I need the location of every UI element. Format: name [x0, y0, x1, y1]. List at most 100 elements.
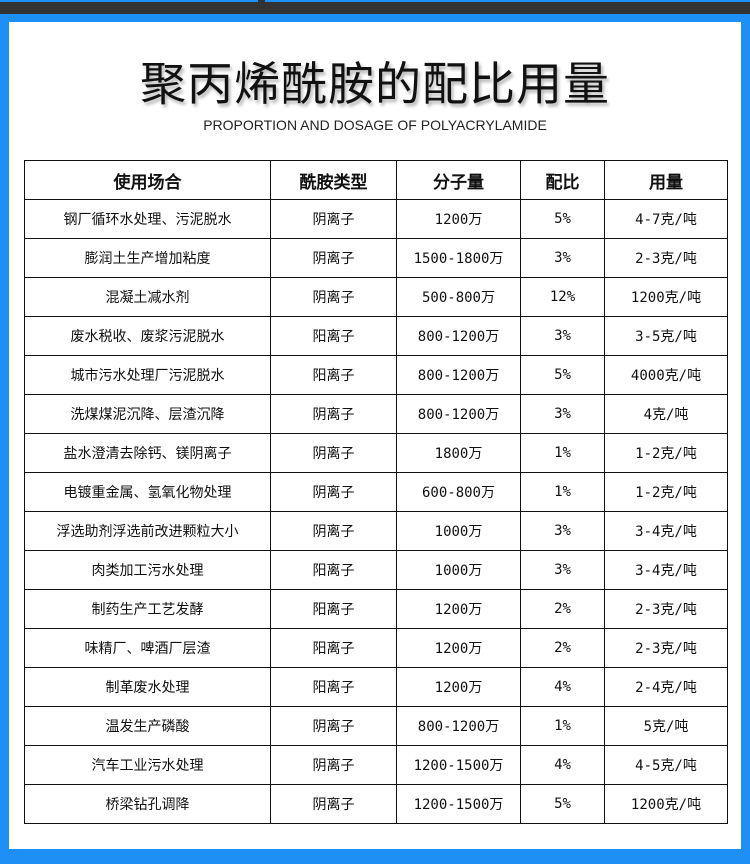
molecular-weight-cell: 800-1200万	[396, 316, 521, 356]
column-header: 分子量	[396, 160, 521, 200]
dosage-cell: 2-3克/吨	[604, 628, 728, 668]
type-cell: 阴离子	[270, 472, 397, 512]
type-cell: 阴离子	[270, 784, 397, 824]
table-row: 浮选助剂浮选前改进颗粒大小 阴离子 1000万 3% 3-4克/吨	[24, 511, 728, 551]
usage-cell: 温发生产磷酸	[24, 706, 271, 746]
usage-cell: 汽车工业污水处理	[24, 745, 271, 785]
type-cell: 阳离子	[270, 355, 397, 395]
usage-cell: 洗煤煤泥沉降、层渣沉降	[24, 394, 271, 434]
type-cell: 阴离子	[270, 706, 397, 746]
table-row: 制革废水处理 阳离子 1200万 4% 2-4克/吨	[24, 667, 728, 707]
table-row: 城市污水处理厂污泥脱水 阳离子 800-1200万 5% 4000克/吨	[24, 355, 728, 395]
ratio-cell: 3%	[520, 316, 605, 356]
type-cell: 阴离子	[270, 277, 397, 317]
ratio-cell: 1%	[520, 472, 605, 512]
type-cell: 阳离子	[270, 589, 397, 629]
usage-cell: 电镀重金属、氢氧化物处理	[24, 472, 271, 512]
ratio-cell: 12%	[520, 277, 605, 317]
dosage-cell: 1200克/吨	[604, 277, 728, 317]
ratio-cell: 5%	[520, 784, 605, 824]
table-row: 电镀重金属、氢氧化物处理 阴离子 600-800万 1% 1-2克/吨	[24, 472, 728, 512]
molecular-weight-cell: 1200万	[396, 589, 521, 629]
dosage-cell: 2-4克/吨	[604, 667, 728, 707]
ratio-cell: 4%	[520, 745, 605, 785]
molecular-weight-cell: 1200万	[396, 667, 521, 707]
usage-cell: 混凝土减水剂	[24, 277, 271, 317]
table-header-row: 使用场合 酰胺类型 分子量 配比 用量	[24, 160, 728, 200]
top-bar-segment	[0, 0, 258, 2]
top-bar-segment	[265, 0, 750, 2]
usage-cell: 膨润土生产增加粘度	[24, 238, 271, 278]
dosage-cell: 4克/吨	[604, 394, 728, 434]
table-row: 盐水澄清去除钙、镁阴离子 阴离子 1800万 1% 1-2克/吨	[24, 433, 728, 473]
usage-cell: 盐水澄清去除钙、镁阴离子	[24, 433, 271, 473]
dosage-cell: 2-3克/吨	[604, 589, 728, 629]
dosage-cell: 4-5克/吨	[604, 745, 728, 785]
column-header: 用量	[604, 160, 728, 200]
usage-cell: 钢厂循环水处理、污泥脱水	[24, 199, 271, 239]
table-row: 味精厂、啤酒厂层渣 阳离子 1200万 2% 2-3克/吨	[24, 628, 728, 668]
molecular-weight-cell: 600-800万	[396, 472, 521, 512]
column-header: 酰胺类型	[270, 160, 397, 200]
dosage-cell: 3-4克/吨	[604, 550, 728, 590]
usage-cell: 浮选助剂浮选前改进颗粒大小	[24, 511, 271, 551]
usage-cell: 制药生产工艺发酵	[24, 589, 271, 629]
column-header: 使用场合	[24, 160, 271, 200]
table-row: 汽车工业污水处理 阴离子 1200-1500万 4% 4-5克/吨	[24, 745, 728, 785]
ratio-cell: 3%	[520, 238, 605, 278]
molecular-weight-cell: 800-1200万	[396, 706, 521, 746]
molecular-weight-cell: 500-800万	[396, 277, 521, 317]
table-row: 制药生产工艺发酵 阳离子 1200万 2% 2-3克/吨	[24, 589, 728, 629]
usage-cell: 桥梁钻孔调降	[24, 784, 271, 824]
ratio-cell: 3%	[520, 511, 605, 551]
type-cell: 阴离子	[270, 238, 397, 278]
page-title: 聚丙烯酰胺的配比用量	[140, 57, 610, 111]
top-bar	[0, 0, 750, 14]
usage-cell: 味精厂、啤酒厂层渣	[24, 628, 271, 668]
dosage-cell: 3-4克/吨	[604, 511, 728, 551]
molecular-weight-cell: 1200-1500万	[396, 745, 521, 785]
type-cell: 阴离子	[270, 511, 397, 551]
type-cell: 阴离子	[270, 199, 397, 239]
dosage-cell: 1-2克/吨	[604, 433, 728, 473]
table-row: 膨润土生产增加粘度 阴离子 1500-1800万 3% 2-3克/吨	[24, 238, 728, 278]
type-cell: 阳离子	[270, 667, 397, 707]
type-cell: 阳离子	[270, 316, 397, 356]
type-cell: 阳离子	[270, 550, 397, 590]
ratio-cell: 2%	[520, 589, 605, 629]
table-row: 钢厂循环水处理、污泥脱水 阴离子 1200万 5% 4-7克/吨	[24, 199, 728, 239]
dosage-cell: 2-3克/吨	[604, 238, 728, 278]
table-row: 废水税收、废浆污泥脱水 阳离子 800-1200万 3% 3-5克/吨	[24, 316, 728, 356]
ratio-cell: 4%	[520, 667, 605, 707]
molecular-weight-cell: 800-1200万	[396, 394, 521, 434]
usage-cell: 城市污水处理厂污泥脱水	[24, 355, 271, 395]
usage-cell: 肉类加工污水处理	[24, 550, 271, 590]
type-cell: 阴离子	[270, 745, 397, 785]
usage-cell: 制革废水处理	[24, 667, 271, 707]
molecular-weight-cell: 1800万	[396, 433, 521, 473]
molecular-weight-cell: 1200万	[396, 199, 521, 239]
dosage-cell: 3-5克/吨	[604, 316, 728, 356]
ratio-cell: 1%	[520, 706, 605, 746]
dosage-cell: 1-2克/吨	[604, 472, 728, 512]
table-row: 桥梁钻孔调降 阴离子 1200-1500万 5% 1200克/吨	[24, 784, 728, 824]
molecular-weight-cell: 1000万	[396, 550, 521, 590]
usage-cell: 废水税收、废浆污泥脱水	[24, 316, 271, 356]
dosage-cell: 5克/吨	[604, 706, 728, 746]
dosage-table: 使用场合 酰胺类型 分子量 配比 用量 钢厂循环水处理、污泥脱水 阴离子 1200万 5% 4-…	[24, 160, 728, 824]
ratio-cell: 5%	[520, 355, 605, 395]
ratio-cell: 1%	[520, 433, 605, 473]
column-header: 配比	[520, 160, 605, 200]
ratio-cell: 3%	[520, 550, 605, 590]
table-row: 洗煤煤泥沉降、层渣沉降 阴离子 800-1200万 3% 4克/吨	[24, 394, 728, 434]
molecular-weight-cell: 1000万	[396, 511, 521, 551]
dosage-cell: 1200克/吨	[604, 784, 728, 824]
dosage-cell: 4000克/吨	[604, 355, 728, 395]
ratio-cell: 5%	[520, 199, 605, 239]
dosage-cell: 4-7克/吨	[604, 199, 728, 239]
ratio-cell: 3%	[520, 394, 605, 434]
table-row: 温发生产磷酸 阴离子 800-1200万 1% 5克/吨	[24, 706, 728, 746]
table-row: 混凝土减水剂 阴离子 500-800万 12% 1200克/吨	[24, 277, 728, 317]
type-cell: 阳离子	[270, 628, 397, 668]
type-cell: 阴离子	[270, 433, 397, 473]
